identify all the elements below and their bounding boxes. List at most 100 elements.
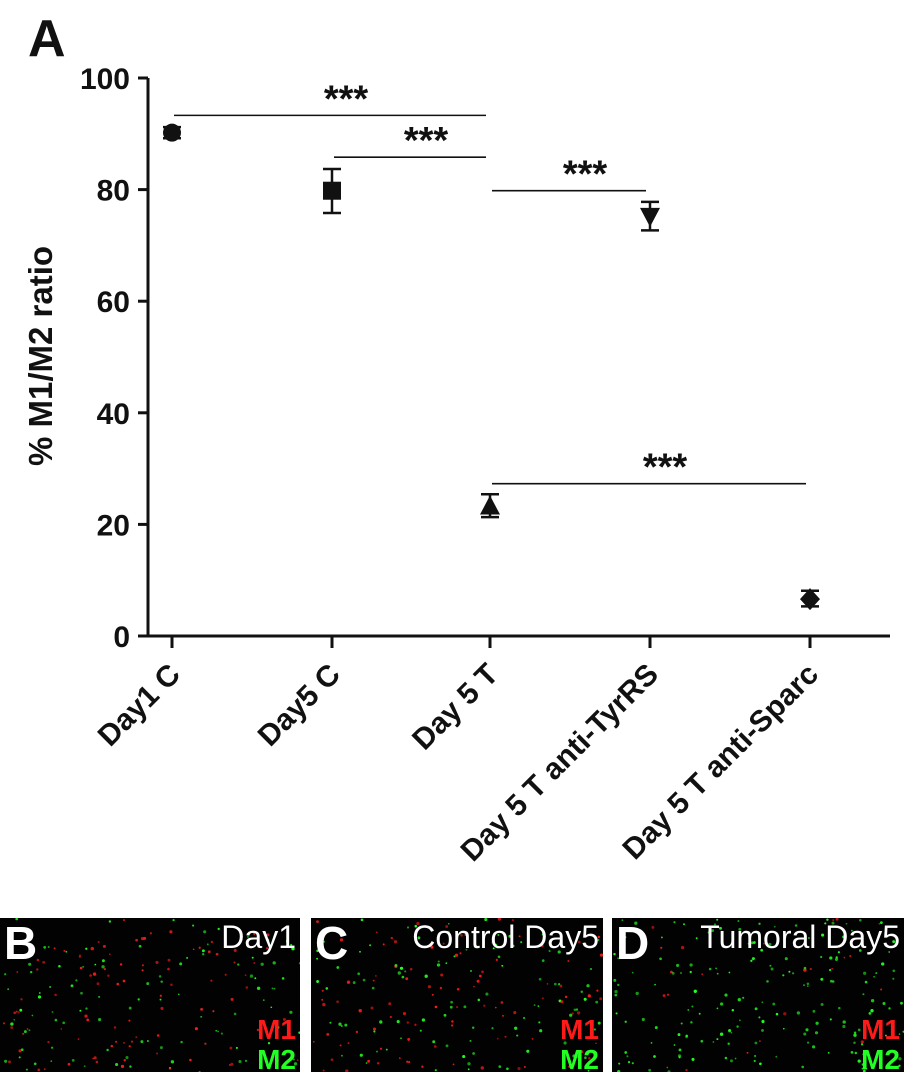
cell-dot [465, 948, 468, 951]
cell-dot [577, 940, 581, 944]
cell-dot [520, 941, 523, 944]
cell-dot [796, 1011, 801, 1015]
cell-dot [322, 1069, 325, 1072]
cell-dot [862, 1069, 866, 1072]
cell-dot [695, 937, 698, 940]
cell-dot [500, 1001, 504, 1004]
cell-dot [708, 967, 712, 971]
data-point [480, 495, 500, 515]
cell-dot [773, 925, 776, 928]
cell-dot [589, 967, 593, 971]
cell-dot [449, 1005, 453, 1009]
cell-scatter-image [613, 918, 904, 1072]
cell-dot [398, 1057, 401, 1059]
cell-dot [47, 1040, 50, 1044]
cell-dot [79, 954, 81, 957]
cell-dot [853, 1031, 857, 1034]
cell-dot [347, 1042, 350, 1045]
cell-dot [170, 983, 173, 986]
cell-dot [568, 1065, 571, 1068]
cell-dot [738, 927, 742, 931]
cell-dot [362, 978, 366, 982]
cell-dot [432, 1040, 436, 1044]
cell-dot [19, 1008, 23, 1012]
cell-dot [96, 982, 100, 986]
cell-dot [53, 947, 56, 950]
cell-dot [123, 1042, 125, 1044]
cell-dot [427, 985, 431, 989]
cell-dot [727, 1042, 730, 1046]
cell-dot [336, 1000, 339, 1004]
cell-dot [751, 957, 755, 961]
cell-dot [824, 922, 827, 925]
cell-dot [267, 1042, 271, 1045]
cell-dot [344, 1023, 348, 1027]
cell-dot [456, 1006, 459, 1009]
cell-dot [369, 944, 372, 947]
y-axis-label: % M1/M2 ratio [22, 246, 59, 466]
cell-dot [511, 944, 515, 948]
cell-dot [373, 1030, 376, 1033]
cell-dot [36, 968, 39, 971]
cell-dot [834, 957, 839, 961]
cell-dot [404, 970, 407, 973]
cell-dot [526, 1049, 530, 1053]
cell-dot [673, 921, 676, 924]
significance-stars: *** [563, 154, 608, 196]
cell-dot [7, 988, 10, 991]
cell-dot [511, 919, 515, 922]
cell-dot [54, 993, 57, 997]
cell-dot [858, 949, 862, 952]
cell-dot [28, 962, 32, 966]
cell-dot [467, 1068, 470, 1071]
cell-dot [156, 1034, 160, 1037]
cell-dot [372, 979, 375, 982]
cell-dot [253, 932, 256, 935]
cell-dot [716, 1038, 719, 1041]
cell-dot [452, 1063, 455, 1066]
cell-dot [510, 938, 513, 941]
cell-dot [375, 975, 377, 977]
cell-dot [276, 1059, 279, 1062]
cell-dot [559, 984, 563, 988]
cell-dot [204, 1042, 207, 1045]
cell-dot [537, 1005, 540, 1007]
cell-dot [47, 945, 50, 949]
cell-dot [747, 942, 750, 945]
cell-dot [760, 948, 764, 952]
cell-dot [217, 1030, 220, 1033]
cell-dot [43, 1068, 46, 1071]
cell-dot [207, 950, 211, 954]
cell-dot [266, 933, 270, 937]
cell-dot [842, 1020, 846, 1024]
cell-dot [146, 982, 150, 986]
cell-dot [83, 1065, 86, 1068]
cell-dot [753, 940, 756, 944]
cell-dot [285, 939, 290, 943]
cell-dot [379, 1047, 383, 1050]
cell-dot [352, 981, 356, 985]
cell-dot [97, 940, 100, 944]
cell-dot [587, 1069, 590, 1072]
cell-dot [71, 1059, 75, 1062]
cell-dot [30, 970, 33, 974]
cell-dot [865, 1067, 868, 1070]
cell-dot [322, 1002, 326, 1007]
cell-dot [641, 1017, 645, 1022]
cell-dot [229, 1046, 233, 1050]
cell-dot [882, 1001, 886, 1006]
cell-dot [506, 1067, 509, 1071]
cell-dot [451, 1024, 454, 1027]
cell-dot [857, 1059, 861, 1063]
cell-dot [357, 972, 361, 976]
cell-dot [653, 1055, 656, 1058]
cell-dot [492, 947, 495, 950]
cell-dot [618, 1062, 621, 1065]
cell-dot [784, 957, 788, 961]
cell-dot [801, 1065, 805, 1069]
cell-dot [831, 921, 835, 925]
cell-dot [8, 1060, 11, 1064]
cell-dot [70, 984, 74, 988]
cell-dot [613, 978, 617, 982]
